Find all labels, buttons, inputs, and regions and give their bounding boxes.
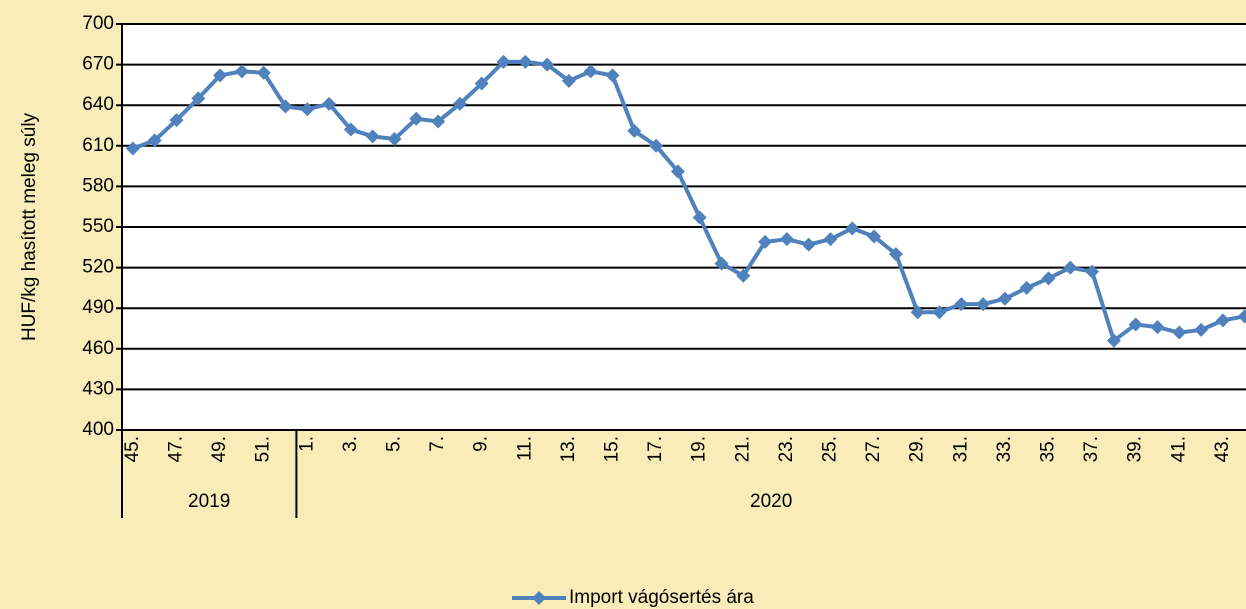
point-marker: [997, 291, 1012, 306]
y-tick-label: 610: [82, 135, 114, 156]
line-series: [132, 59, 1246, 343]
point-marker: [976, 297, 991, 312]
point-marker: [561, 73, 576, 88]
y-tick-label: 520: [82, 257, 114, 278]
y-tick-label: 670: [82, 54, 114, 75]
point-marker: [714, 256, 729, 271]
point-marker: [1194, 322, 1209, 337]
point-marker: [627, 123, 642, 138]
point-marker: [801, 237, 816, 252]
y-tick-label: 640: [82, 94, 114, 115]
point-marker: [431, 114, 446, 129]
x-tick-label: 15.: [602, 436, 623, 462]
x-tick-label: 31.: [950, 436, 971, 462]
point-marker: [823, 232, 838, 247]
year-label: 2020: [750, 491, 792, 512]
point-marker: [758, 234, 773, 249]
point-marker: [670, 164, 685, 179]
point-marker: [1237, 309, 1246, 324]
point-marker: [300, 102, 315, 117]
x-tick-label: 9.: [471, 436, 492, 452]
point-marker: [1063, 260, 1078, 275]
point-marker: [649, 138, 664, 153]
point-marker: [692, 210, 707, 225]
point-marker: [1019, 280, 1034, 295]
y-tick-label: 700: [82, 13, 114, 34]
point-marker: [736, 268, 751, 283]
x-tick-label: 5.: [384, 436, 405, 452]
point-marker: [125, 141, 140, 156]
x-tick-label: 23.: [776, 436, 797, 462]
point-marker: [888, 247, 903, 262]
x-tick-label: 11.: [514, 436, 535, 461]
point-marker: [409, 111, 424, 126]
point-marker: [1128, 317, 1143, 332]
x-tick-label: 49.: [209, 436, 230, 462]
point-marker: [256, 65, 271, 80]
point-marker: [954, 297, 969, 312]
point-marker: [452, 96, 467, 111]
point-marker: [343, 122, 358, 137]
x-tick-label: 1.: [296, 436, 317, 452]
y-tick-label: 430: [82, 378, 114, 399]
point-marker: [1085, 264, 1100, 279]
y-axis-label: HUF/kg hasított meleg súly: [19, 112, 40, 341]
y-tick-label: 580: [82, 175, 114, 196]
x-tick-label: 45.: [122, 436, 143, 462]
point-marker: [518, 54, 533, 69]
point-marker: [540, 57, 555, 72]
point-marker: [365, 129, 380, 144]
x-tick-label: 3.: [340, 436, 361, 452]
x-tick-label: 19.: [689, 436, 710, 462]
point-marker: [779, 232, 794, 247]
point-marker: [169, 113, 184, 128]
point-marker: [867, 229, 882, 244]
x-tick-label: 27.: [863, 436, 884, 462]
x-tick-label: 7.: [427, 436, 448, 452]
point-marker: [496, 54, 511, 69]
point-marker: [322, 96, 337, 111]
point-marker: [605, 68, 620, 83]
point-marker: [191, 91, 206, 106]
x-tick-label: 29.: [907, 436, 928, 462]
y-tick-label: 490: [82, 297, 114, 318]
point-marker: [1172, 325, 1187, 340]
y-tick-label: 460: [82, 338, 114, 359]
x-tick-label: 21.: [732, 436, 753, 462]
x-tick-label: 13.: [558, 436, 579, 462]
legend-label: Import vágósertés ára: [569, 587, 754, 608]
point-marker: [932, 305, 947, 320]
x-tick-label: 37.: [1081, 436, 1102, 462]
point-marker: [213, 68, 228, 83]
point-marker: [278, 99, 293, 114]
y-tick-label: 550: [82, 216, 114, 237]
x-tick-label: 41.: [1168, 436, 1189, 462]
year-label: 2019: [188, 491, 230, 512]
x-tick-label: 39.: [1125, 436, 1146, 462]
x-tick-label: 51.: [253, 436, 274, 462]
y-tick-label: 400: [82, 419, 114, 440]
point-marker: [910, 305, 925, 320]
point-marker: [234, 64, 249, 79]
point-marker: [1215, 313, 1230, 328]
point-marker: [583, 64, 598, 79]
point-marker: [474, 76, 489, 91]
x-tick-label: 35.: [1038, 436, 1059, 462]
x-tick-label: 17.: [645, 436, 666, 462]
legend-marker: [532, 591, 546, 605]
point-marker: [1041, 271, 1056, 286]
point-marker: [1150, 320, 1165, 335]
point-marker: [147, 133, 162, 148]
point-marker: [1106, 333, 1121, 348]
point-marker: [845, 221, 860, 236]
x-tick-label: 25.: [820, 436, 841, 462]
x-tick-label: 43.: [1212, 436, 1233, 462]
x-tick-label: 47.: [166, 436, 187, 462]
point-marker: [387, 132, 402, 147]
x-tick-label: 33.: [994, 436, 1015, 462]
